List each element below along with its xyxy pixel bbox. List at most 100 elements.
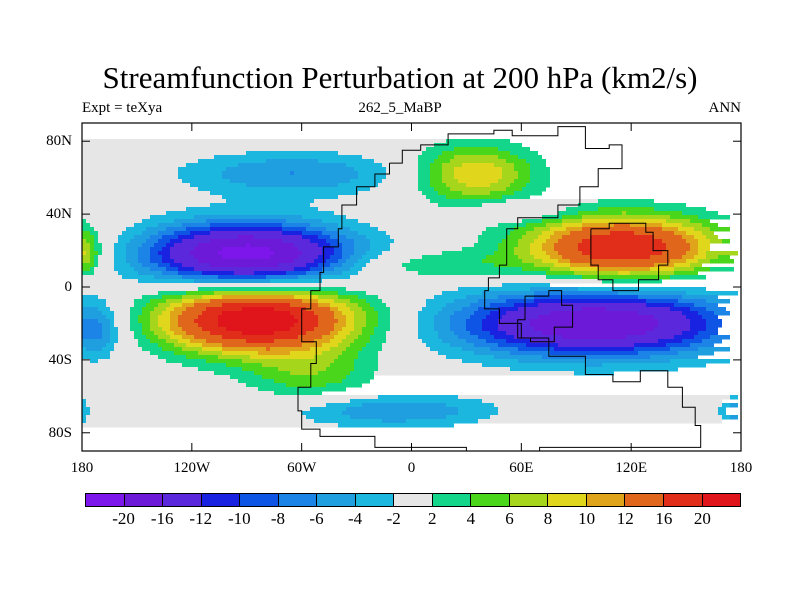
- contour-cell: [358, 271, 418, 276]
- contour-cell: [174, 219, 206, 224]
- contour-cell: [194, 335, 222, 340]
- contour-cell: [706, 319, 722, 324]
- contour-cell: [542, 219, 562, 224]
- contour-cell: [706, 255, 718, 260]
- contour-cell: [638, 295, 682, 300]
- contour-cell: [142, 327, 150, 332]
- contour-cell: [534, 327, 654, 332]
- contour-cell: [130, 307, 142, 312]
- contour-cell: [182, 363, 226, 368]
- contour-cell: [482, 327, 498, 332]
- contour-cell: [550, 351, 638, 356]
- contour-cell: [366, 291, 442, 296]
- contour-cell: [378, 351, 438, 356]
- contour-cell: [222, 303, 290, 308]
- contour-cell: [134, 267, 150, 272]
- contour-cell: [302, 411, 342, 416]
- contour-cell: [722, 415, 730, 420]
- contour-cell: [118, 331, 134, 336]
- contour-cell: [82, 295, 98, 300]
- contour-cell: [166, 331, 174, 336]
- contour-cell: [198, 315, 218, 320]
- contour-cell: [338, 355, 358, 360]
- contour-cell: [218, 355, 250, 360]
- contour-cell: [178, 235, 194, 240]
- contour-cell: [378, 359, 462, 364]
- contour-cell: [94, 263, 98, 268]
- contour-cell: [170, 323, 178, 328]
- contour-cell: [178, 323, 198, 328]
- contour-cell: [230, 179, 350, 184]
- contour-cell: [542, 243, 554, 248]
- contour-cell: [370, 247, 390, 252]
- contour-cell: [282, 231, 302, 236]
- contour-cell: [82, 163, 186, 168]
- contour-cell: [86, 251, 90, 256]
- contour-cell: [230, 375, 262, 380]
- contour-cell: [150, 323, 158, 328]
- contour-cell: [382, 419, 406, 424]
- contour-cell: [442, 251, 494, 256]
- colorbar-cell: [317, 494, 356, 506]
- contour-cell: [386, 171, 418, 176]
- contour-cell: [330, 243, 342, 248]
- contour-cell: [498, 411, 718, 416]
- continent-outlines: [297, 126, 702, 452]
- contour-cell: [430, 199, 506, 204]
- contour-cell: [698, 215, 730, 220]
- contour-cell: [714, 311, 730, 316]
- contour-cell: [82, 239, 86, 244]
- contour-cell: [82, 419, 86, 424]
- contour-cell: [646, 299, 678, 304]
- contour-cell: [362, 155, 418, 160]
- contour-cell: [674, 271, 698, 276]
- contour-cell: [314, 311, 334, 316]
- contour-cell: [410, 259, 482, 264]
- contour-cell: [186, 227, 210, 232]
- contour-cell: [90, 259, 94, 264]
- contour-cell: [690, 243, 698, 248]
- contour-cell: [658, 319, 690, 324]
- contour-cell: [710, 239, 722, 244]
- contour-cell: [498, 223, 526, 228]
- contour-cell: [330, 307, 338, 312]
- contour-cell: [478, 235, 506, 240]
- contour-cell: [150, 299, 166, 304]
- contour-cell: [182, 327, 202, 332]
- contour-cell: [134, 335, 146, 340]
- contour-cell: [366, 263, 402, 268]
- contour-cell: [82, 359, 90, 364]
- contour-cell: [82, 311, 102, 316]
- contour-cell: [222, 175, 358, 180]
- contour-cell: [166, 267, 178, 272]
- contour-cell: [350, 179, 382, 184]
- contour-cell: [342, 411, 458, 416]
- contour-cell: [498, 247, 514, 252]
- contour-cell: [198, 187, 370, 192]
- contour-cell: [558, 239, 582, 244]
- contour-cell: [318, 315, 334, 320]
- contour-cell: [446, 355, 494, 360]
- lat-tick-label: 40N: [46, 206, 72, 223]
- contour-cell: [638, 351, 678, 356]
- contour-cell: [222, 347, 266, 352]
- contour-cell: [90, 247, 94, 252]
- contour-cell: [354, 247, 370, 252]
- contour-cell: [618, 271, 630, 276]
- contour-cell: [218, 323, 294, 328]
- contour-cell: [478, 299, 506, 304]
- contour-cell: [334, 311, 342, 316]
- contour-cell: [462, 347, 490, 352]
- contour-cell: [326, 367, 354, 372]
- contour-cell: [422, 339, 442, 344]
- colorbar-cell: [201, 494, 241, 506]
- contour-cell: [542, 331, 646, 336]
- contour-cell: [322, 247, 334, 252]
- contour-cell: [222, 247, 270, 252]
- contour-cell: [554, 231, 570, 236]
- contour-cell: [674, 231, 686, 236]
- contour-cell: [178, 171, 222, 176]
- contour-cell: [498, 307, 518, 312]
- contour-cell: [514, 247, 530, 252]
- contour-cell: [174, 259, 198, 264]
